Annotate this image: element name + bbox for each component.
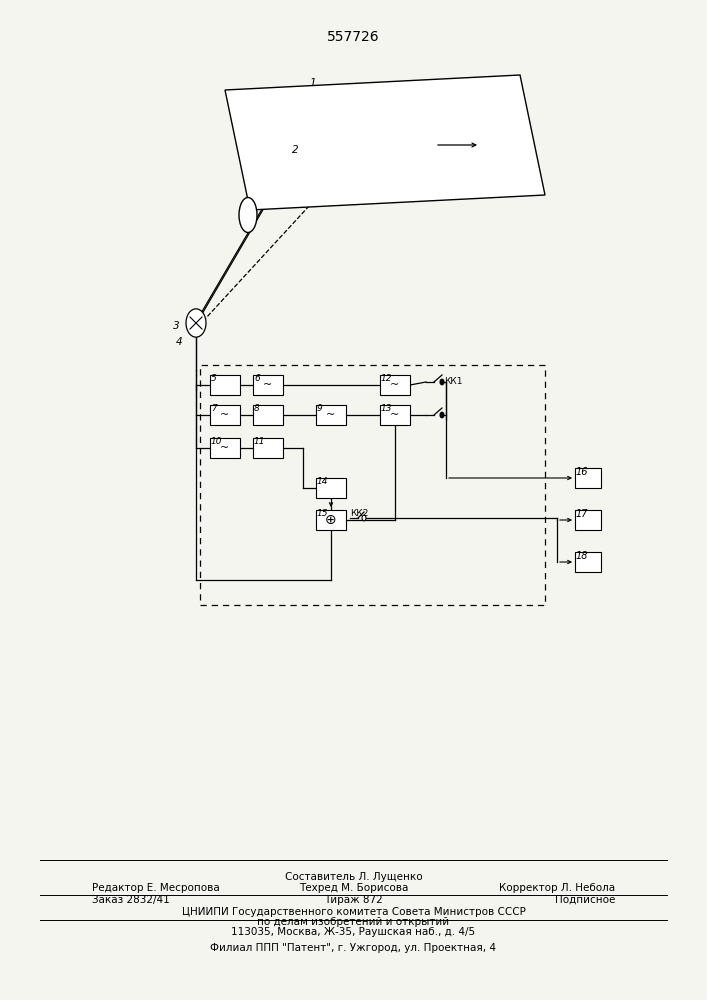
Circle shape [440,412,444,418]
Text: ~: ~ [221,410,230,420]
Bar [316,405,346,425]
Text: 13: 13 [381,404,392,413]
Bar [200,365,545,605]
Text: ~: ~ [390,410,399,420]
Text: Тираж 872: Тираж 872 [324,895,383,905]
Text: 11: 11 [254,437,266,446]
Bar [253,438,283,458]
Bar [210,375,240,395]
Polygon shape [225,75,545,210]
Bar [316,478,346,498]
Text: 17: 17 [576,509,588,519]
Text: 1: 1 [310,78,317,88]
Bar [575,510,601,530]
Text: 7: 7 [211,404,217,413]
Text: 113035, Москва, Ж-35, Раушская наб., д. 4/5: 113035, Москва, Ж-35, Раушская наб., д. … [231,927,476,937]
Text: 12: 12 [381,374,392,383]
Text: Подписное: Подписное [555,895,615,905]
Text: 9: 9 [317,404,323,413]
Text: 3: 3 [173,321,180,331]
Circle shape [186,309,206,337]
Text: 4: 4 [175,337,182,347]
Text: 14: 14 [317,477,329,486]
Bar [253,375,283,395]
Text: Техред М. Борисова: Техред М. Борисова [299,883,408,893]
Text: Составитель Л. Лущенко: Составитель Л. Лущенко [285,872,422,882]
Text: Корректор Л. Небола: Корректор Л. Небола [499,883,615,893]
Text: 6: 6 [254,374,259,383]
Text: КК1: КК1 [444,377,462,386]
Ellipse shape [239,198,257,232]
Text: 10: 10 [211,437,223,446]
Text: Заказ 2832/41: Заказ 2832/41 [92,895,170,905]
Bar [380,405,410,425]
Text: 16: 16 [576,467,588,477]
Text: Филиал ППП "Патент", г. Ужгород, ул. Проектная, 4: Филиал ППП "Патент", г. Ужгород, ул. Про… [211,943,496,953]
Text: Редактор Е. Месропова: Редактор Е. Месропова [92,883,220,893]
Text: КК2: КК2 [350,509,368,518]
Bar [575,468,601,488]
Text: 8: 8 [254,404,259,413]
Text: 2: 2 [292,145,298,155]
Text: ~: ~ [390,380,399,390]
Circle shape [440,379,444,385]
Bar [316,510,346,530]
Text: ЦНИИПИ Государственного комитета Совета Министров СССР: ЦНИИПИ Государственного комитета Совета … [182,907,525,917]
Bar [380,375,410,395]
Text: ~: ~ [264,380,273,390]
Text: 18: 18 [576,551,588,561]
Text: ~: ~ [221,443,230,453]
Text: 5: 5 [211,374,217,383]
Text: ~: ~ [327,410,336,420]
Text: 557726: 557726 [327,30,380,44]
Bar [253,405,283,425]
Text: ⊕: ⊕ [325,513,337,527]
Circle shape [362,515,366,521]
Bar [575,552,601,572]
Text: по делам изобретений и открытий: по делам изобретений и открытий [257,917,450,927]
Bar [210,438,240,458]
Text: 15: 15 [317,509,329,518]
Bar [210,405,240,425]
